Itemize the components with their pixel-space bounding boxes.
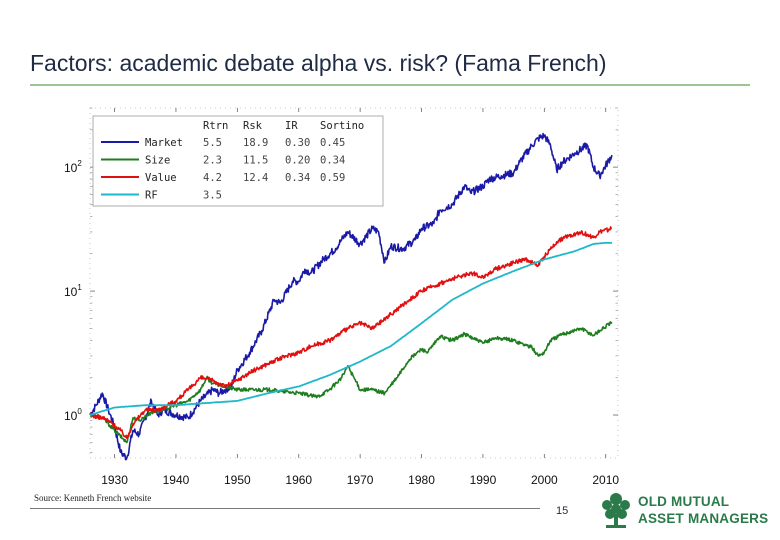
legend-name-size: Size [145,155,170,167]
tree-emblem-icon [602,493,630,528]
x-tick-label: 1940 [163,473,190,487]
x-tick-label: 2000 [531,473,558,487]
page-number: 15 [556,505,569,517]
legend-box [92,115,384,207]
legend-header-3: Sortino [320,120,364,132]
series-line-rf [89,241,613,416]
legend-stat: 11.5 [243,155,268,167]
slide-title: Factors: academic debate alpha vs. risk?… [30,50,607,76]
source-note: Source: Kenneth French website [34,493,152,503]
legend-stat: 0.30 [285,137,310,149]
series-line-market [89,132,613,461]
title-divider [30,84,750,86]
legend-stat: 0.45 [320,137,345,149]
chart-legend: Rtrn Rsk IR Sortino Market 5.5 18.9 0.30 0.45 Siz… [92,115,384,207]
chart-ticks: 1930 1940 1950 1960 1970 1980 1990 2000 2010 100 1… [64,107,619,487]
x-tick-label: 1990 [470,473,497,487]
x-tick-label: 1930 [101,473,128,487]
legend-stat: 18.9 [243,137,268,149]
legend-stat: 5.5 [203,137,222,149]
legend-stat: 0.59 [320,172,345,184]
legend-name-market: Market [145,137,183,149]
legend-stat: 0.34 [285,172,310,184]
legend-header-1: Rsk [243,120,263,132]
legend-stat: 4.2 [203,172,222,184]
x-tick-label: 1950 [224,473,251,487]
legend-name-value: Value [145,172,177,184]
logo-line2: ASSET MANAGERS [638,511,769,526]
legend-header-0: Rtrn [203,120,228,132]
y-tick-label: 100 [64,407,82,423]
logo-line1: OLD MUTUAL [638,494,730,509]
x-tick-label: 1970 [347,473,374,487]
legend-stat: 3.5 [203,190,222,202]
plot-area [89,107,619,459]
legend-stat: 0.34 [320,155,345,167]
chart-series [89,132,613,461]
company-logo: OLD MUTUAL ASSET MANAGERS [596,490,772,532]
x-tick-label: 2010 [592,473,619,487]
legend-stat: 2.3 [203,155,222,167]
series-line-size [89,321,613,444]
x-tick-label: 1980 [408,473,435,487]
x-tick-label: 1960 [285,473,312,487]
series-line-value [89,226,612,439]
legend-name-rf: RF [145,190,158,202]
y-tick-label: 101 [64,283,82,299]
legend-header-2: IR [285,120,298,132]
chart-frame [89,107,619,459]
footer-divider [30,508,540,509]
legend-stat: 0.20 [285,155,310,167]
legend-stat: 12.4 [243,172,268,184]
y-tick-label: 102 [64,159,82,175]
